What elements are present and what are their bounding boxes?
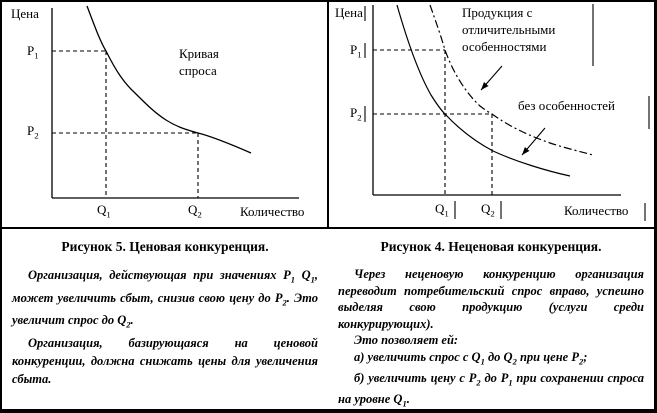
p1-label: P1 <box>350 42 362 60</box>
y-axis-label: Цена <box>11 6 39 21</box>
figure4-caption: Рисунок 4. Неценовая конкуренция. <box>380 239 602 254</box>
price-competition-text: Рисунок 5. Ценовая конкуренция. Организа… <box>2 229 328 409</box>
arrow-to-plain-curve <box>521 127 546 156</box>
nonprice-competition-plot <box>364 4 650 221</box>
paragraph: б) увеличить цену с P2 до P1 при сохране… <box>338 370 644 409</box>
paragraph: Через неценовую конкуренцию организация … <box>338 267 644 331</box>
paragraph: Организация, действующая при значениях P… <box>12 268 319 330</box>
demand-curve <box>86 5 252 154</box>
figure4-description: Через неценовую конкуренцию организация … <box>338 266 644 409</box>
figures-row: Цена P1 P2 Кривая спроса Q1 Q2 Количеств… <box>2 2 654 229</box>
x-axis-label: Количество <box>240 204 305 219</box>
p1-label: P1 <box>27 43 39 61</box>
demand-curve-with-features <box>429 4 594 156</box>
p2-label: P2 <box>350 105 362 123</box>
q1-label: Q1 <box>97 202 111 220</box>
figure5-caption: Рисунок 5. Ценовая конкуренция. <box>61 239 269 254</box>
price-competition-figure: Цена P1 P2 Кривая спроса Q1 Q2 Количеств… <box>2 2 329 227</box>
q2-label: Q2 <box>481 201 495 219</box>
featured-product-curve-label: Продукция с отличительными особенностями <box>462 5 556 54</box>
figure5-description: Организация, действующая при значениях P… <box>12 266 318 388</box>
x-axis-label: Количество <box>564 203 629 218</box>
paragraph: а) увеличить спрос с Q1 до Q2 при цене P… <box>354 349 588 367</box>
y-axis-label: Цена <box>335 5 363 20</box>
p2-label: P2 <box>27 123 39 141</box>
paragraph: Это позволяет ей: <box>354 333 459 347</box>
paragraph: Организация, базирующаяся на ценовой кон… <box>12 335 318 386</box>
captions-row: Рисунок 5. Ценовая конкуренция. Организа… <box>2 229 654 409</box>
arrow-to-featured-curve <box>480 65 503 91</box>
plain-product-curve-label: без особенностей <box>518 98 615 113</box>
q2-label: Q2 <box>188 202 202 220</box>
demand-curve-label: Кривая спроса <box>179 46 219 78</box>
price-competition-plot <box>51 5 299 199</box>
nonprice-competition-text: Рисунок 4. Неценовая конкуренция. Через … <box>328 229 654 409</box>
nonprice-competition-figure: Цена P1 P2 Продукция с отличительными ос… <box>329 2 654 227</box>
q1-label: Q1 <box>435 201 449 219</box>
